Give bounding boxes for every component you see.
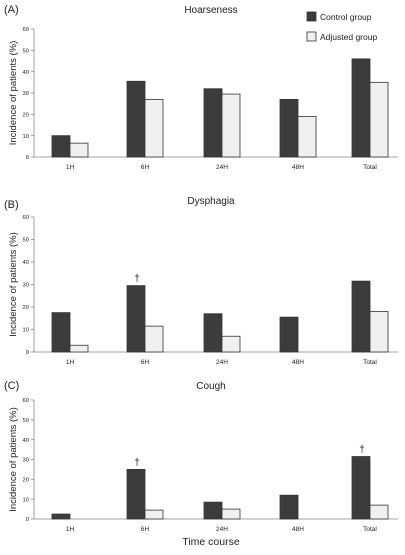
significance-marker: † (134, 457, 140, 468)
chart-title: Dysphagia (187, 196, 235, 207)
x-tick-label: 48H (292, 164, 304, 171)
y-axis-label: Incidence of patients (%) (8, 407, 19, 512)
chart-title: Cough (196, 381, 225, 392)
y-tick-label: 60 (23, 215, 29, 221)
legend: Control group Adjusted group (306, 11, 377, 42)
x-tick-label: 24H (216, 526, 228, 533)
bar-control (351, 456, 371, 520)
x-tick-label: 6H (141, 164, 150, 171)
x-tick-label: 24H (216, 359, 228, 366)
x-tick-label: Total (363, 526, 377, 533)
chart-title: Hoarseness (184, 5, 237, 16)
legend-label-control: Control group (320, 12, 372, 22)
y-tick-label: 10 (23, 497, 29, 503)
panel-label: (C) (4, 380, 19, 392)
bar-control (279, 99, 299, 158)
y-tick-label: 20 (23, 113, 29, 119)
y-tick-label: 20 (23, 478, 29, 484)
bar-control (126, 80, 146, 158)
x-axis-label: Time course (182, 536, 240, 548)
panel-label: (B) (4, 199, 19, 211)
y-tick-label: 40 (23, 70, 29, 76)
panel-label: (A) (4, 4, 19, 16)
bar-adjusted (221, 508, 241, 520)
bar-adjusted (369, 504, 389, 520)
bar-control (51, 135, 71, 158)
y-tick-label: 40 (23, 438, 29, 444)
y-tick-label: 30 (23, 458, 29, 464)
y-tick-label: 10 (23, 134, 29, 140)
y-axis-label: Incidence of patients (%) (8, 41, 19, 146)
x-tick-label: 1H (66, 359, 75, 366)
y-tick-label: 50 (23, 238, 29, 244)
y-tick-label: 30 (23, 91, 29, 97)
bar-control (351, 280, 371, 353)
bar-control (51, 312, 71, 353)
bar-adjusted (369, 311, 389, 353)
chart-panel-3: (C) Cough 0 10 20 30 40 50 60 Incidence of patien… (4, 380, 398, 533)
bar-control (51, 513, 71, 520)
y-tick-label: 0 (26, 350, 29, 356)
bar-control (203, 88, 223, 158)
bar-adjusted (221, 93, 241, 158)
x-tick-label: Total (363, 359, 377, 366)
y-tick-label: 0 (26, 517, 29, 523)
x-tick-label: 24H (216, 164, 228, 171)
y-tick-label: 0 (26, 155, 29, 161)
y-tick-label: 50 (23, 418, 29, 424)
x-tick-label: Total (363, 164, 377, 171)
legend-swatch-control (306, 11, 317, 22)
bar-control (203, 501, 223, 520)
bar-adjusted (297, 116, 317, 158)
x-tick-label: 1H (66, 526, 75, 533)
x-tick-label: 48H (292, 359, 304, 366)
x-tick-label: 6H (141, 526, 150, 533)
y-tick-label: 20 (23, 305, 29, 311)
y-tick-label: 30 (23, 283, 29, 289)
significance-marker: † (359, 445, 365, 456)
bar-control (203, 313, 223, 353)
x-tick-label: 1H (66, 164, 75, 171)
y-axis-label: Incidence of patients (%) (8, 232, 19, 337)
legend-label-adjusted: Adjusted group (320, 32, 377, 42)
bar-control (126, 469, 146, 520)
bar-control (126, 285, 146, 353)
chart-panel-2: (B) Dysphagia 0 10 20 30 40 50 60 Incidence of pa… (4, 196, 398, 366)
y-tick-label: 40 (23, 260, 29, 266)
x-tick-label: 48H (292, 526, 304, 533)
bar-adjusted (144, 325, 164, 353)
bar-adjusted (69, 344, 89, 353)
x-tick-label: 6H (141, 359, 150, 366)
legend-swatch-adjusted (306, 31, 317, 42)
panels: (A) Hoarseness 0 10 20 30 40 50 60 Incidence of p… (4, 4, 398, 533)
y-tick-label: 60 (23, 398, 29, 404)
bar-adjusted (221, 335, 241, 353)
bar-adjusted (69, 142, 89, 158)
bar-adjusted (144, 99, 164, 158)
bar-adjusted (369, 81, 389, 158)
significance-marker: † (134, 274, 140, 285)
chart-panel-1: (A) Hoarseness 0 10 20 30 40 50 60 Incidence of p… (4, 4, 398, 171)
y-tick-label: 60 (23, 27, 29, 33)
y-tick-label: 50 (23, 49, 29, 55)
y-tick-label: 10 (23, 328, 29, 334)
bar-control (279, 494, 299, 520)
bar-adjusted (144, 509, 164, 520)
bar-control (279, 316, 299, 353)
bar-control (351, 58, 371, 158)
